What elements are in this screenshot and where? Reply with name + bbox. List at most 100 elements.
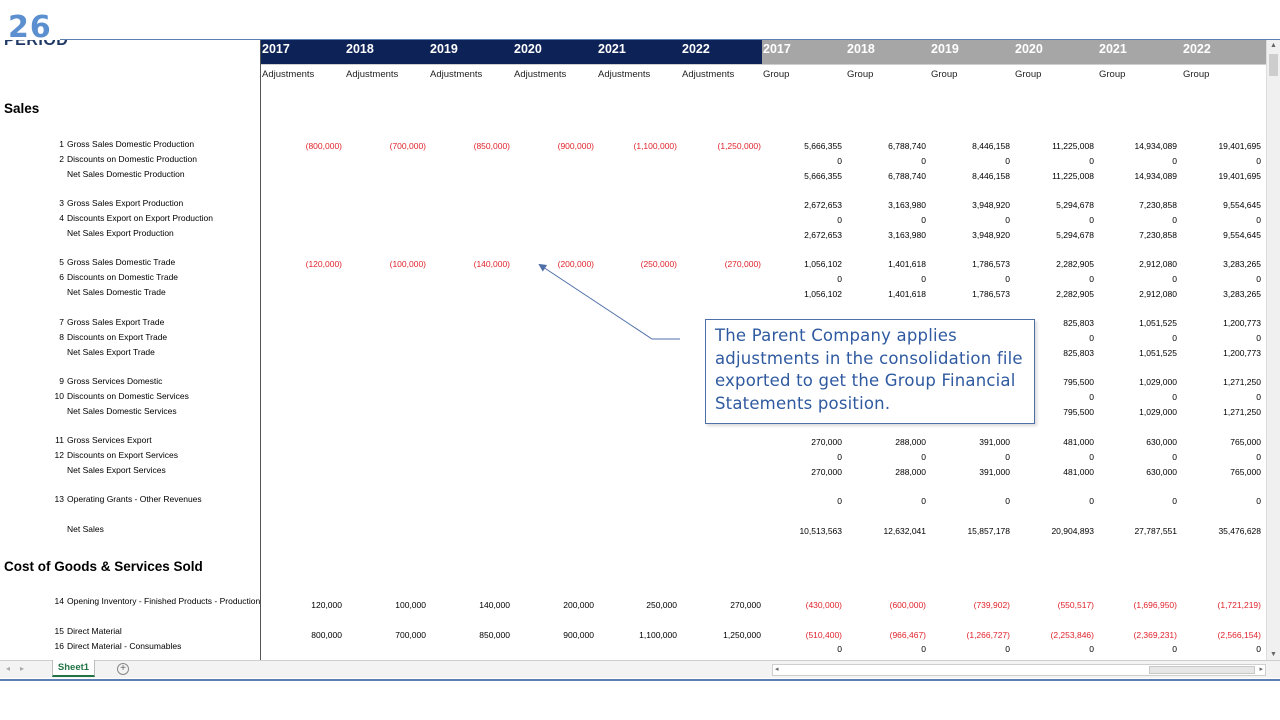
group-cell[interactable]: 765,000 — [1230, 437, 1261, 447]
group-cell[interactable]: 0 — [1172, 392, 1177, 402]
scroll-right-icon[interactable]: ▸ — [1259, 666, 1263, 673]
group-cell[interactable]: 0 — [1005, 215, 1010, 225]
group-cell[interactable]: 3,948,920 — [972, 230, 1010, 240]
adjustment-cell[interactable]: (900,000) — [557, 141, 594, 151]
group-cell[interactable]: 6,788,740 — [888, 171, 926, 181]
group-cell[interactable]: (966,467) — [889, 630, 926, 640]
group-cell[interactable]: 9,554,645 — [1223, 230, 1261, 240]
group-cell[interactable]: 19,401,695 — [1218, 141, 1261, 151]
adjustment-cell[interactable]: (1,100,000) — [633, 141, 677, 151]
group-cell[interactable]: 0 — [1005, 156, 1010, 166]
scroll-left-icon[interactable]: ◂ — [775, 666, 779, 673]
group-cell[interactable]: 1,051,525 — [1139, 318, 1177, 328]
group-cell[interactable]: 0 — [1089, 333, 1094, 343]
group-cell[interactable]: 27,787,551 — [1134, 526, 1177, 536]
spreadsheet-grid[interactable]: PERIOD Sales Cost of Goods & Services So… — [0, 40, 1266, 660]
group-cell[interactable]: 3,163,980 — [888, 200, 926, 210]
group-cell[interactable]: 3,283,265 — [1223, 259, 1261, 269]
group-cell[interactable]: 0 — [1089, 452, 1094, 462]
group-cell[interactable]: (2,566,154) — [1217, 630, 1261, 640]
group-cell[interactable]: 20,904,893 — [1051, 526, 1094, 536]
group-cell[interactable]: 288,000 — [895, 467, 926, 477]
scroll-up-icon[interactable]: ▲ — [1270, 42, 1277, 49]
group-cell[interactable]: 1,401,618 — [888, 289, 926, 299]
group-cell[interactable]: 2,912,080 — [1139, 259, 1177, 269]
group-cell[interactable]: 5,294,678 — [1056, 230, 1094, 240]
group-cell[interactable]: 0 — [921, 496, 926, 506]
group-cell[interactable]: 1,056,102 — [804, 259, 842, 269]
group-cell[interactable]: 0 — [1256, 496, 1261, 506]
adjustment-cell[interactable]: (100,000) — [389, 259, 426, 269]
group-cell[interactable]: 6,788,740 — [888, 141, 926, 151]
group-cell[interactable]: 0 — [1256, 392, 1261, 402]
group-cell[interactable]: 1,786,573 — [972, 289, 1010, 299]
group-cell[interactable]: 825,803 — [1063, 348, 1094, 358]
group-cell[interactable]: 0 — [1089, 156, 1094, 166]
group-cell[interactable]: 1,029,000 — [1139, 377, 1177, 387]
group-cell[interactable]: 0 — [1256, 333, 1261, 343]
group-cell[interactable]: 5,666,355 — [804, 171, 842, 181]
group-cell[interactable]: 1,271,250 — [1223, 407, 1261, 417]
group-cell[interactable]: 2,912,080 — [1139, 289, 1177, 299]
tab-scroll-right-icon[interactable]: ▸ — [20, 664, 25, 673]
group-cell[interactable]: (600,000) — [889, 600, 926, 610]
group-cell[interactable]: 0 — [1005, 274, 1010, 284]
adjustment-cell[interactable]: 900,000 — [563, 630, 594, 640]
horizontal-scrollbar[interactable]: ◂ ▸ — [772, 664, 1266, 676]
group-cell[interactable]: 11,225,008 — [1052, 171, 1094, 181]
group-cell[interactable]: 12,632,041 — [883, 526, 926, 536]
group-cell[interactable]: 481,000 — [1063, 437, 1094, 447]
adjustment-cell[interactable]: 140,000 — [479, 600, 510, 610]
group-cell[interactable]: 795,500 — [1063, 377, 1094, 387]
group-cell[interactable]: 15,857,178 — [967, 526, 1010, 536]
adjustment-cell[interactable]: (1,250,000) — [717, 141, 761, 151]
adjustment-cell[interactable]: (200,000) — [557, 259, 594, 269]
adjustment-cell[interactable]: 1,100,000 — [639, 630, 677, 640]
group-cell[interactable]: 0 — [1172, 274, 1177, 284]
group-cell[interactable]: 391,000 — [979, 437, 1010, 447]
group-cell[interactable]: 270,000 — [811, 467, 842, 477]
group-cell[interactable]: (510,400) — [805, 630, 842, 640]
vertical-scroll-thumb[interactable] — [1269, 54, 1278, 76]
group-cell[interactable]: 0 — [837, 215, 842, 225]
group-cell[interactable]: 1,200,773 — [1223, 348, 1261, 358]
group-cell[interactable]: 0 — [837, 452, 842, 462]
adjustment-cell[interactable]: (270,000) — [724, 259, 761, 269]
group-cell[interactable]: 795,500 — [1063, 407, 1094, 417]
group-cell[interactable]: 270,000 — [811, 437, 842, 447]
adjustment-cell[interactable]: (250,000) — [640, 259, 677, 269]
group-cell[interactable]: 0 — [1172, 644, 1177, 654]
group-cell[interactable]: 0 — [921, 452, 926, 462]
adjustment-cell[interactable]: (700,000) — [389, 141, 426, 151]
adjustment-cell[interactable]: 700,000 — [395, 630, 426, 640]
group-cell[interactable]: 1,056,102 — [804, 289, 842, 299]
adjustment-cell[interactable]: (850,000) — [473, 141, 510, 151]
group-cell[interactable]: 0 — [1005, 452, 1010, 462]
group-cell[interactable]: 0 — [837, 156, 842, 166]
adjustment-cell[interactable]: 850,000 — [479, 630, 510, 640]
adjustment-cell[interactable]: (140,000) — [473, 259, 510, 269]
horizontal-scroll-thumb[interactable] — [1149, 666, 1255, 674]
group-cell[interactable]: 0 — [1089, 392, 1094, 402]
group-cell[interactable]: 391,000 — [979, 467, 1010, 477]
group-cell[interactable]: 3,163,980 — [888, 230, 926, 240]
adjustment-cell[interactable]: 800,000 — [311, 630, 342, 640]
group-cell[interactable]: 1,051,525 — [1139, 348, 1177, 358]
group-cell[interactable]: 19,401,695 — [1218, 171, 1261, 181]
group-cell[interactable]: (1,721,219) — [1217, 600, 1261, 610]
adjustment-cell[interactable]: 100,000 — [395, 600, 426, 610]
group-cell[interactable]: 0 — [1089, 496, 1094, 506]
adjustment-cell[interactable]: 120,000 — [311, 600, 342, 610]
group-cell[interactable]: 0 — [1172, 215, 1177, 225]
group-cell[interactable]: (2,253,846) — [1050, 630, 1094, 640]
group-cell[interactable]: 0 — [837, 644, 842, 654]
group-cell[interactable]: 35,476,628 — [1218, 526, 1261, 536]
group-cell[interactable]: 630,000 — [1146, 437, 1177, 447]
tab-scroll-left-icon[interactable]: ◂ — [6, 664, 11, 673]
group-cell[interactable]: 0 — [1005, 644, 1010, 654]
group-cell[interactable]: 8,446,158 — [972, 141, 1010, 151]
adjustment-cell[interactable]: 250,000 — [646, 600, 677, 610]
adjustment-cell[interactable]: 1,250,000 — [723, 630, 761, 640]
group-cell[interactable]: 1,200,773 — [1223, 318, 1261, 328]
adjustment-cell[interactable]: 200,000 — [563, 600, 594, 610]
